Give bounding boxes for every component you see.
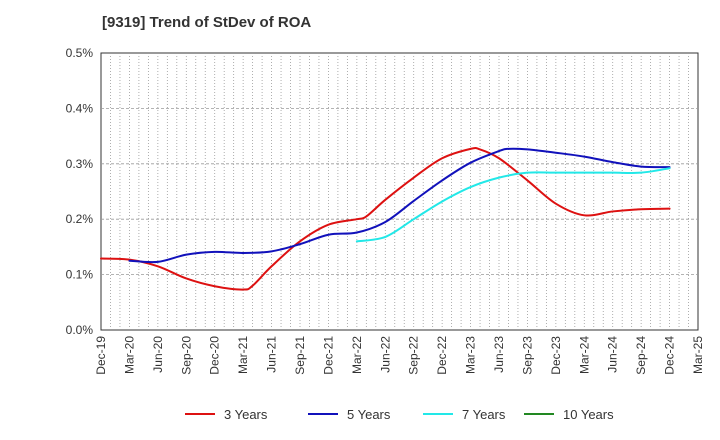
- x-tick-label: Mar-21: [236, 336, 250, 374]
- x-tick-label: Dec-22: [435, 336, 449, 375]
- series-line-5-years: [128, 147, 671, 264]
- legend-item: 7 Years: [423, 407, 506, 422]
- series-line-7-years: [355, 167, 671, 243]
- x-tick-label: Jun-22: [378, 336, 392, 373]
- axis-ticks: 0.0% 0.1% 0.2% 0.3% 0.4% 0.5% Dec-19 Mar-20 Jun-…: [66, 46, 705, 375]
- x-tick-label: Mar-24: [577, 336, 591, 374]
- x-tick-label: Mar-23: [464, 336, 478, 374]
- series-line-3-years: [100, 146, 671, 291]
- series-lines: [100, 146, 671, 291]
- legend-label: 10 Years: [563, 407, 614, 422]
- y-tick-label: 0.4%: [66, 101, 94, 115]
- x-tick-label: Jun-23: [492, 336, 506, 373]
- x-tick-label: Mar-20: [122, 336, 136, 374]
- legend-item: 10 Years: [524, 407, 614, 422]
- x-tick-label: Dec-19: [94, 336, 108, 375]
- chart-title: [9319] Trend of StDev of ROA: [102, 14, 312, 31]
- x-tick-label: Jun-20: [151, 336, 165, 373]
- y-tick-label: 0.3%: [66, 157, 94, 171]
- x-tick-label: Sep-22: [407, 336, 421, 375]
- grid-lines: [101, 53, 698, 330]
- plot-area: [100, 52, 699, 331]
- legend: 3 Years 5 Years 7 Years 10 Years: [185, 407, 614, 422]
- x-tick-label: Sep-21: [293, 336, 307, 375]
- x-tick-label: Mar-22: [350, 336, 364, 374]
- legend-item: 5 Years: [308, 407, 391, 422]
- legend-item: 3 Years: [185, 407, 268, 422]
- x-tick-label: Sep-20: [179, 336, 193, 375]
- x-tick-label: Dec-21: [321, 336, 335, 375]
- x-tick-label: Sep-23: [520, 336, 534, 375]
- x-tick-label: Dec-23: [549, 336, 563, 375]
- x-tick-label: Dec-24: [663, 336, 677, 375]
- x-tick-label: Jun-21: [265, 336, 279, 373]
- y-tick-label: 0.2%: [66, 212, 94, 226]
- legend-label: 5 Years: [347, 407, 391, 422]
- x-tick-label: Jun-24: [606, 336, 620, 373]
- y-tick-label: 0.1%: [66, 268, 94, 282]
- legend-label: 7 Years: [462, 407, 506, 422]
- y-tick-label: 0.0%: [66, 323, 94, 337]
- x-tick-label: Mar-25: [691, 336, 705, 374]
- x-tick-label: Sep-24: [634, 336, 648, 375]
- legend-label: 3 Years: [224, 407, 268, 422]
- y-tick-label: 0.5%: [66, 46, 94, 60]
- x-tick-label: Dec-20: [208, 336, 222, 375]
